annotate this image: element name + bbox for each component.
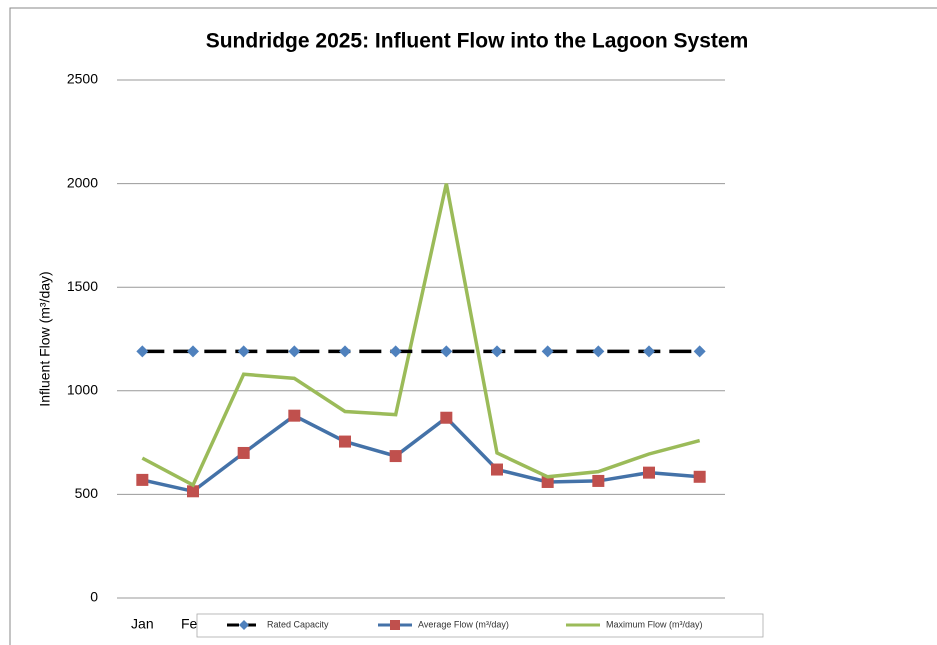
data-point bbox=[187, 345, 199, 358]
data-point bbox=[389, 450, 402, 463]
y-tick-label: 1000 bbox=[67, 382, 98, 398]
data-point bbox=[693, 470, 706, 483]
data-point bbox=[541, 475, 554, 488]
legend-marker bbox=[390, 620, 400, 630]
data-point bbox=[643, 466, 655, 479]
data-point bbox=[693, 345, 706, 358]
series-line bbox=[141, 183, 701, 488]
data-point bbox=[541, 345, 554, 358]
data-point bbox=[237, 446, 250, 459]
data-point bbox=[592, 345, 605, 358]
data-point bbox=[288, 409, 301, 422]
y-tick-label: 2000 bbox=[67, 174, 98, 190]
legend-label: Average Flow (m³/day) bbox=[418, 619, 509, 629]
data-point bbox=[339, 345, 351, 358]
data-point bbox=[592, 474, 605, 487]
y-tick-label: 2500 bbox=[67, 71, 98, 87]
chart-title: Sundridge 2025: Influent Flow into the L… bbox=[206, 30, 749, 53]
data-point bbox=[440, 345, 453, 358]
legend-box bbox=[196, 613, 764, 638]
data-point bbox=[136, 345, 149, 358]
data-point bbox=[643, 345, 655, 358]
legend-marker bbox=[239, 620, 249, 630]
y-tick-label: 1500 bbox=[67, 278, 98, 294]
data-point bbox=[491, 345, 503, 358]
y-tick-label: 500 bbox=[75, 485, 99, 501]
series-line bbox=[141, 413, 700, 494]
x-tick-label: Jan bbox=[131, 616, 154, 632]
data-point bbox=[491, 463, 503, 476]
data-point bbox=[288, 345, 301, 358]
data-point bbox=[187, 485, 199, 498]
legend-label: Maximum Flow (m³/day) bbox=[606, 619, 703, 629]
legend-marker bbox=[239, 620, 249, 630]
data-point bbox=[339, 435, 351, 448]
data-point bbox=[389, 345, 402, 358]
data-point bbox=[136, 473, 149, 486]
data-point bbox=[237, 345, 250, 358]
y-tick-label: 0 bbox=[90, 589, 98, 605]
data-point bbox=[440, 411, 453, 424]
legend-marker bbox=[390, 620, 400, 630]
y-axis-label: Influent Flow (m³/day) bbox=[37, 271, 53, 406]
legend-label: Rated Capacity bbox=[267, 619, 329, 629]
